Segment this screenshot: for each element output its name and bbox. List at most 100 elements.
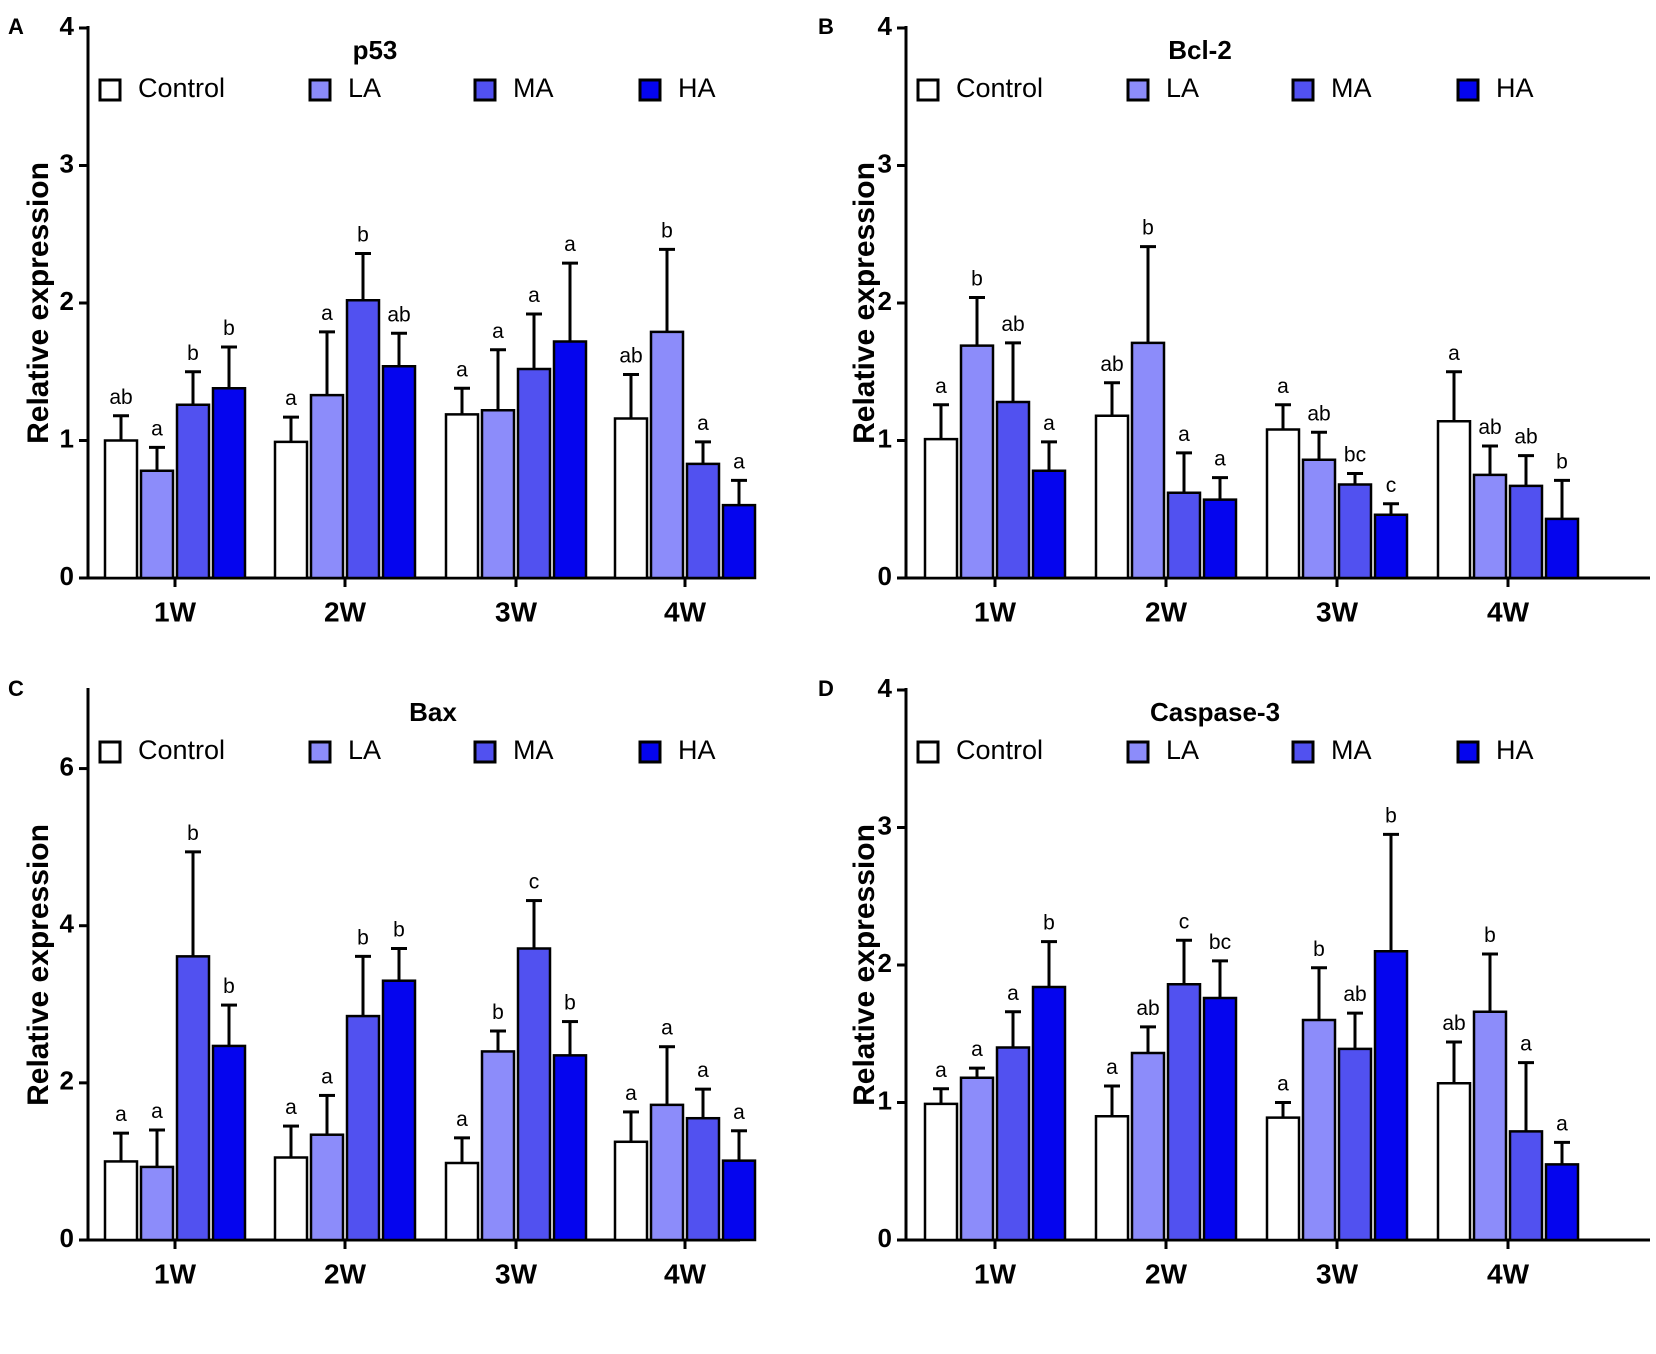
bar-la-4w xyxy=(1472,1010,1508,1242)
legend-label-ha: HA xyxy=(678,73,716,103)
bar-la-2w xyxy=(309,1133,345,1242)
bar-ma-2w xyxy=(1166,491,1202,580)
legend-swatch-control xyxy=(916,740,940,764)
bar-ha-3w xyxy=(552,1054,588,1242)
legend-label-ha: HA xyxy=(1496,73,1534,103)
significance-label: a xyxy=(321,302,333,325)
y-tick-label: 3 xyxy=(878,148,892,178)
legend-label-ma: MA xyxy=(513,735,554,765)
chart-panel-d: D Caspase-3 Relative expression 0 1 2 3 4 Contro… xyxy=(818,673,1650,1289)
bar-ma-2w xyxy=(1166,983,1202,1242)
panel-letter: B xyxy=(818,14,834,39)
legend-swatch-ma xyxy=(1291,740,1315,764)
bar-control-3w xyxy=(1265,1116,1301,1242)
y-axis-label: Relative expression xyxy=(848,824,881,1106)
bar-ma-1w xyxy=(995,1046,1031,1242)
significance-label: b xyxy=(223,975,235,998)
bar-ha-4w xyxy=(1544,1163,1580,1242)
significance-label: ab xyxy=(1001,313,1024,336)
bar-ha-2w xyxy=(1202,996,1238,1242)
significance-label: c xyxy=(1179,910,1190,933)
significance-label: a xyxy=(528,284,540,307)
significance-label: c xyxy=(529,871,540,894)
x-tick-label: 1W xyxy=(974,1258,1017,1289)
significance-label: a xyxy=(151,1100,163,1123)
significance-label: a xyxy=(285,1096,297,1119)
bar-ma-3w xyxy=(516,947,552,1242)
legend-swatch-ma xyxy=(473,740,497,764)
significance-label: a xyxy=(661,1017,673,1040)
bar-control-4w xyxy=(1436,420,1472,580)
significance-label: bc xyxy=(1344,444,1366,467)
bar-control-1w xyxy=(103,439,139,580)
x-tick-label: 4W xyxy=(1487,596,1530,627)
bar-ha-2w xyxy=(381,365,417,580)
bar-la-2w xyxy=(1130,341,1166,580)
significance-label: a xyxy=(1556,1112,1568,1135)
legend-swatch-control xyxy=(98,78,122,102)
legend-label-la: LA xyxy=(1166,735,1199,765)
y-tick-label: 1 xyxy=(60,423,74,453)
y-axis-label: Relative expression xyxy=(22,162,55,444)
x-tick-label: 3W xyxy=(495,596,538,627)
bar-control-1w xyxy=(923,1102,959,1242)
bar-la-3w xyxy=(1301,1018,1337,1242)
bar-control-2w xyxy=(1094,1115,1130,1242)
bar-control-2w xyxy=(1094,414,1130,580)
bar-ha-3w xyxy=(1373,950,1409,1242)
bar-control-3w xyxy=(1265,428,1301,580)
bar-ha-1w xyxy=(1031,985,1067,1242)
x-tick-label: 3W xyxy=(1316,596,1359,627)
legend-swatch-la xyxy=(308,740,332,764)
bar-la-3w xyxy=(480,409,516,580)
y-tick-label: 6 xyxy=(60,751,74,781)
significance-label: b xyxy=(357,224,369,247)
bar-ma-1w xyxy=(175,403,211,580)
panel-letter: C xyxy=(8,676,24,701)
y-axis-label: Relative expression xyxy=(848,162,881,444)
legend-swatch-la xyxy=(308,78,332,102)
bar-ma-3w xyxy=(1337,483,1373,580)
legend-label-control: Control xyxy=(138,73,225,103)
x-tick-label: 4W xyxy=(664,1258,707,1289)
significance-label: ab xyxy=(109,386,132,409)
bar-ha-2w xyxy=(1202,498,1238,580)
bar-la-1w xyxy=(139,1165,175,1242)
significance-label: b xyxy=(661,219,673,242)
bar-la-1w xyxy=(139,469,175,580)
y-tick-label: 2 xyxy=(60,1066,74,1096)
significance-label: a xyxy=(1106,1056,1118,1079)
significance-label: a xyxy=(285,387,297,410)
y-tick-label: 3 xyxy=(878,810,892,840)
y-tick-label: 4 xyxy=(878,673,893,703)
significance-label: ab xyxy=(1136,997,1159,1020)
y-tick-label: 4 xyxy=(60,11,75,41)
bar-control-3w xyxy=(444,413,480,580)
legend-label-control: Control xyxy=(138,735,225,765)
bar-control-4w xyxy=(613,1140,649,1242)
legend-label-control: Control xyxy=(956,73,1043,103)
significance-label: b xyxy=(187,342,199,365)
legend-swatch-ha xyxy=(638,740,662,764)
bar-ma-4w xyxy=(1508,1130,1544,1242)
legend-swatch-ha xyxy=(638,78,662,102)
significance-label: a xyxy=(733,1101,745,1124)
significance-label: a xyxy=(1178,423,1190,446)
bar-la-2w xyxy=(309,393,345,580)
panel-letter: A xyxy=(8,14,24,39)
significance-label: a xyxy=(321,1065,333,1088)
significance-label: b xyxy=(1484,924,1496,947)
bar-ha-4w xyxy=(1544,517,1580,580)
y-tick-label: 2 xyxy=(60,286,74,316)
x-tick-label: 2W xyxy=(1145,596,1188,627)
y-tick-label: 0 xyxy=(878,561,892,591)
significance-label: a xyxy=(733,450,745,473)
bar-control-4w xyxy=(1436,1082,1472,1242)
bar-ha-1w xyxy=(1031,469,1067,580)
x-tick-label: 2W xyxy=(324,1258,367,1289)
x-tick-label: 3W xyxy=(495,1258,538,1289)
significance-label: b xyxy=(1313,938,1325,961)
significance-label: b xyxy=(1385,804,1397,827)
legend-label-control: Control xyxy=(956,735,1043,765)
bar-control-1w xyxy=(103,1160,139,1242)
